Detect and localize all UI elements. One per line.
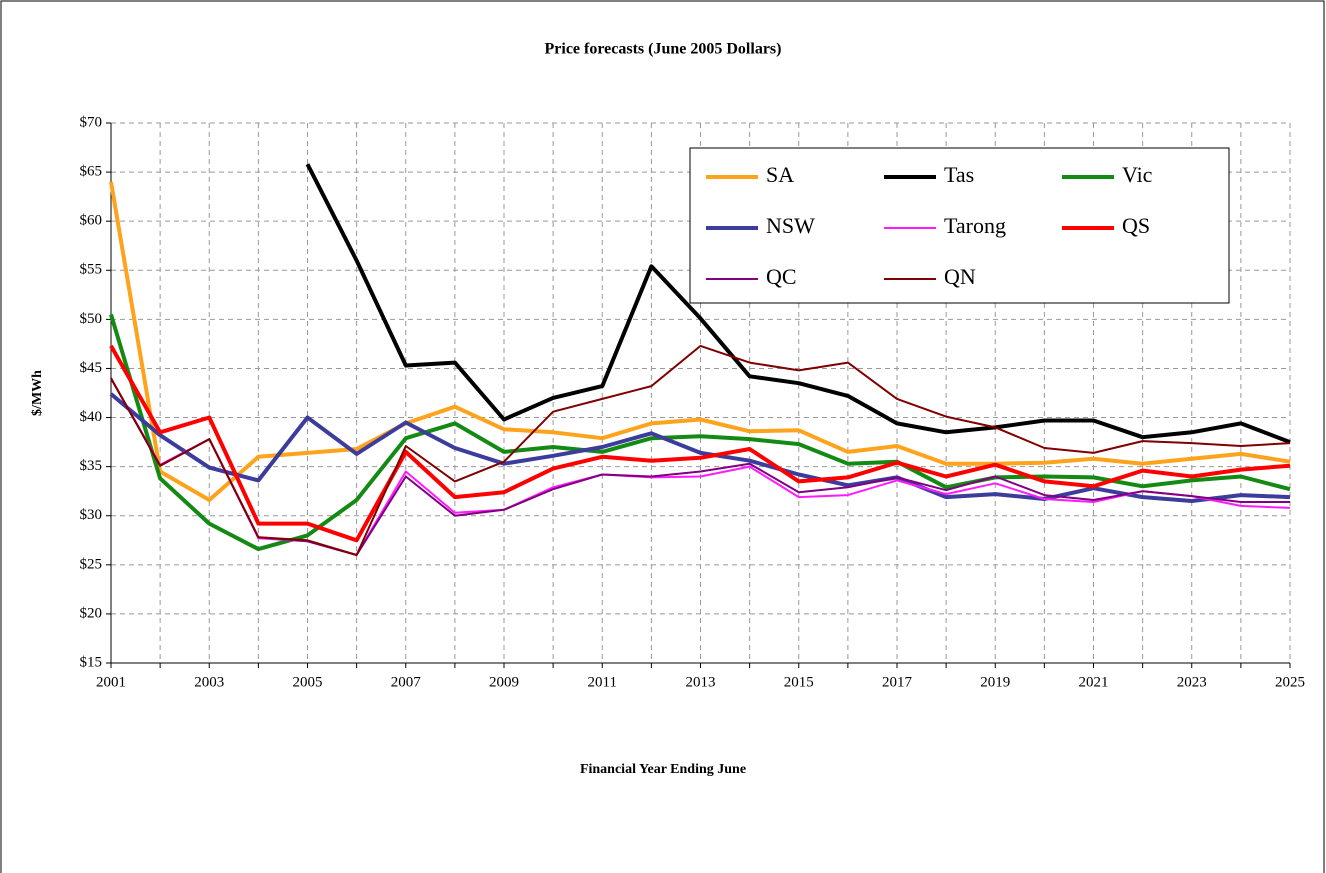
series-line <box>109 313 1291 552</box>
x-tick-label: 2025 <box>1275 674 1305 690</box>
y-tick-label: $45 <box>80 360 103 376</box>
x-tick-label: 2013 <box>686 674 716 690</box>
x-tick-label: 2005 <box>293 674 323 690</box>
y-tick-label: $30 <box>80 507 103 523</box>
y-tick-label: $20 <box>80 605 103 621</box>
y-tick-label: $65 <box>80 164 103 180</box>
y-tick-label: $60 <box>80 213 103 229</box>
x-tick-label: 2009 <box>489 674 519 690</box>
x-tick-label: 2011 <box>588 674 617 690</box>
legend-label: NSW <box>766 213 815 238</box>
legend-label: SA <box>766 162 794 187</box>
series-line <box>305 163 1291 444</box>
chart-title: Price forecasts (June 2005 Dollars) <box>545 41 782 58</box>
legend-label: QC <box>766 264 797 289</box>
y-tick-label: $35 <box>80 458 103 474</box>
x-tick-label: 2015 <box>784 674 814 690</box>
y-axis-title: $/MWh <box>30 370 45 416</box>
x-axis-title: Financial Year Ending June <box>580 762 746 777</box>
legend-box <box>689 147 1230 304</box>
legend-label: Tarong <box>944 213 1006 238</box>
legend-label: QS <box>1122 213 1150 238</box>
x-tick-label: 2023 <box>1177 674 1207 690</box>
y-tick-label: $50 <box>80 311 103 327</box>
x-tick-label: 2019 <box>980 674 1010 690</box>
y-tick-label: $25 <box>80 556 103 572</box>
series-line <box>109 181 1291 502</box>
x-tick-label: 2021 <box>1079 674 1109 690</box>
legend-label: QN <box>944 264 976 289</box>
x-tick-label: 2003 <box>194 674 224 690</box>
legend-label: Vic <box>1122 162 1153 187</box>
legend: SA Tas Vic NSW Tarong QS QC QN <box>689 147 1230 304</box>
series-line <box>110 344 1291 556</box>
y-tick-label: $15 <box>80 654 103 670</box>
x-tick-label: 2007 <box>391 674 422 690</box>
y-tick-label: $55 <box>80 262 103 278</box>
y-tick-label: $40 <box>80 409 103 425</box>
legend-label: Tas <box>944 162 974 187</box>
series-line <box>109 344 1291 543</box>
y-tick-label: $70 <box>80 114 103 130</box>
x-tick-label: 2017 <box>882 674 913 690</box>
x-tick-label: 2001 <box>96 674 126 690</box>
